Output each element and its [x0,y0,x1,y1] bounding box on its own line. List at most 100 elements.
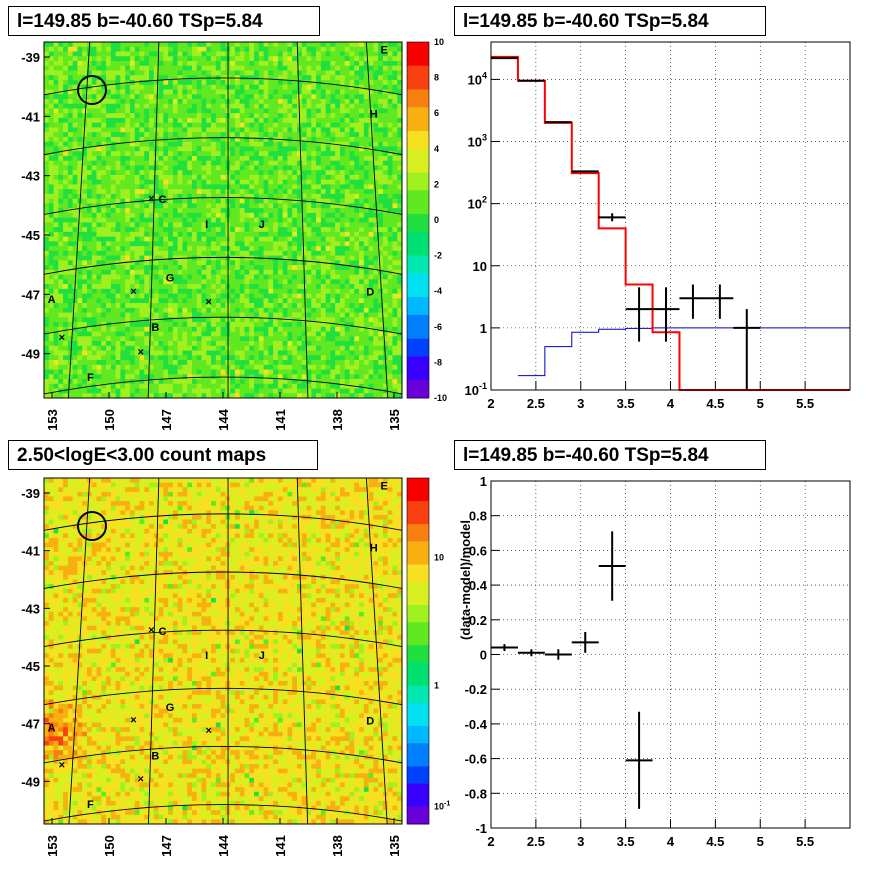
map-pixel [320,160,327,166]
map-pixel [316,217,322,223]
map-pixel [82,360,88,366]
map-pixel [163,250,169,256]
map-pixel [177,241,183,247]
map-pixel [339,274,346,280]
map-pixel [187,113,193,119]
map-pixel [230,42,236,48]
map-pixel [101,89,107,95]
map-pixel [282,60,288,67]
map-pixel [125,193,131,200]
map-pixel [67,75,74,81]
map-pixel [129,184,136,190]
map-pixel [273,170,279,176]
map-pixel [344,336,350,342]
map-pixel [296,60,303,67]
map-pixel [72,103,78,109]
map-pixel [316,84,322,90]
map-pixel [296,355,303,361]
map-pixel [234,89,241,95]
map-pixel [82,113,88,119]
map-pixel [91,393,97,399]
map-pixel [125,250,131,256]
map-pixel [254,165,260,171]
map-pixel [292,184,298,190]
map-pixel [101,117,107,124]
map-pixel [53,241,59,247]
map-pixel [44,322,50,328]
map-pixel [196,312,202,318]
map-pixel [292,288,298,294]
map-pixel [268,341,274,347]
map-pixel [158,350,164,356]
map-pixel [292,326,298,332]
map-pixel [316,250,322,256]
map-pixel [82,383,88,389]
map-pixel [82,241,88,247]
map-pixel [335,189,341,195]
map-pixel [139,236,145,242]
map-pixel [263,246,269,252]
map-pixel [82,222,88,228]
map-pixel [158,222,164,228]
map-pixel [215,246,222,252]
map-pixel [201,108,207,114]
map-pixel [172,170,179,176]
map-pixel [220,269,226,275]
map-pixel [134,355,140,361]
map-pixel [196,160,202,166]
map-pixel [273,122,279,128]
map-pixel [53,160,59,166]
map-pixel [177,298,183,304]
map-pixel [115,184,121,190]
map-pixel [234,51,241,57]
map-pixel [187,151,193,157]
map-pixel [230,265,236,271]
map-pixel [249,274,255,280]
map-pixel [110,288,116,294]
map-pixel [311,127,317,133]
map-pixel [196,94,202,100]
map-pixel [158,341,164,347]
map-pixel [172,117,179,124]
map-pixel [354,51,360,57]
map-pixel [172,279,179,285]
map-pixel [254,65,260,71]
map-pixel [311,374,317,380]
map-pixel [139,179,145,185]
map-pixel [344,94,350,100]
map-pixel [187,241,193,247]
map-pixel [296,170,303,176]
map-pixel [134,345,140,351]
map-pixel [306,284,312,290]
map-pixel [86,98,93,105]
map-pixel [191,174,198,181]
map-pixel [63,322,69,328]
map-pixel [258,141,264,147]
map-pixel [106,326,112,332]
map-pixel [339,198,346,204]
map-pixel [287,364,293,370]
map-pixel [263,388,269,394]
map-pixel [144,331,150,337]
map-pixel [53,132,59,138]
map-pixel [129,136,136,143]
map-pixel [106,198,112,204]
map-pixel [172,336,179,342]
map-pixel [101,193,107,200]
map-pixel [96,307,102,313]
map-pixel [158,170,164,176]
map-pixel [287,288,293,294]
map-pixel [187,56,193,62]
map-pixel [48,231,54,238]
map-pixel [149,383,155,389]
map-pixel [316,298,322,304]
map-pixel [301,331,307,337]
map-pixel [273,217,279,223]
map-pixel [254,364,260,370]
map-pixel [325,208,331,214]
map-pixel [206,369,212,375]
map-pixel [258,393,264,399]
map-pixel [168,98,174,105]
map-pixel [191,155,198,162]
map-pixel [354,331,360,337]
